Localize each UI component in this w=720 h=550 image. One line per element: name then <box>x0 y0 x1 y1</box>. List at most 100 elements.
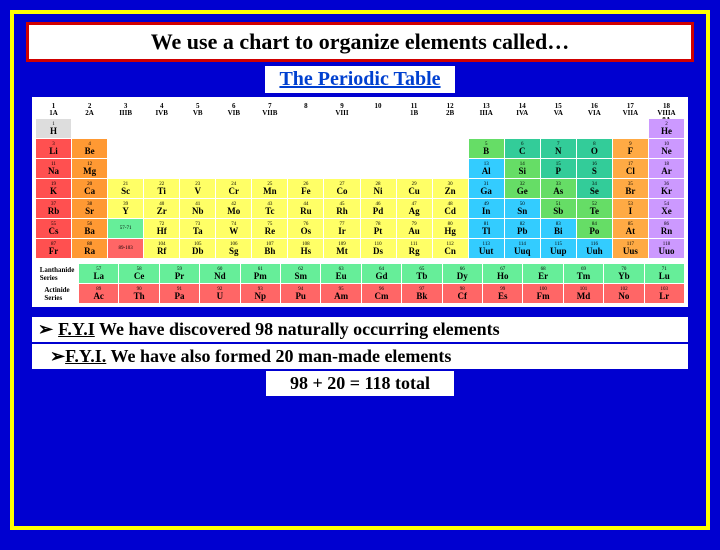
element-cell: 114Uuq <box>505 239 540 258</box>
element-cell: 72Hf <box>144 219 179 238</box>
element-cell: 88Ra <box>72 239 107 258</box>
lanthanide-row: Lanthanide Series57La58Ce59Pr60Nd61Pm62S… <box>36 264 684 283</box>
empty-cell <box>108 139 143 158</box>
element-cell: 78Pt <box>361 219 396 238</box>
element-cell: 89-103 <box>108 239 143 258</box>
empty-cell <box>288 119 323 138</box>
series-label: Lanthanide Series <box>36 264 78 283</box>
element-cell: 68Er <box>523 264 562 283</box>
element-cell: 39Y <box>108 199 143 218</box>
header-box: We use a chart to organize elements call… <box>26 22 694 62</box>
element-cell: 69Tm <box>564 264 603 283</box>
element-cell: 27Co <box>324 179 359 198</box>
element-cell: 44Ru <box>288 199 323 218</box>
group-number: 14 IVA <box>505 103 540 117</box>
footer-text-1: We have discovered 98 naturally occurrin… <box>95 319 500 339</box>
group-number: 9 VIII <box>324 103 359 117</box>
group-number: 7 VIIB <box>252 103 287 117</box>
element-cell: 30Zn <box>433 179 468 198</box>
element-cell: 14Si <box>505 159 540 178</box>
empty-cell <box>324 119 359 138</box>
element-cell: 41Nb <box>180 199 215 218</box>
element-cell: 50Sn <box>505 199 540 218</box>
empty-cell <box>577 119 612 138</box>
series-label: Actinide Series <box>36 284 78 303</box>
element-cell: 10Ne <box>649 139 684 158</box>
element-cell: 83Bi <box>541 219 576 238</box>
empty-cell <box>397 139 432 158</box>
empty-cell <box>180 139 215 158</box>
element-cell: 111Rg <box>397 239 432 258</box>
empty-cell <box>613 119 648 138</box>
element-cell: 11Na <box>36 159 71 178</box>
element-cell: 90Th <box>119 284 158 303</box>
element-cell: 74W <box>216 219 251 238</box>
element-cell: 32Ge <box>505 179 540 198</box>
empty-cell <box>361 159 396 178</box>
element-cell: 115Uup <box>541 239 576 258</box>
element-cell: 57La <box>79 264 118 283</box>
empty-cell <box>288 139 323 158</box>
element-cell: 73Ta <box>180 219 215 238</box>
element-cell: 16S <box>577 159 612 178</box>
element-cell: 91Pa <box>160 284 199 303</box>
header-text: We use a chart to organize elements call… <box>37 29 683 55</box>
empty-cell <box>108 119 143 138</box>
element-cell: 104Rf <box>144 239 179 258</box>
element-cell: 58Ce <box>119 264 158 283</box>
empty-cell <box>108 159 143 178</box>
element-cell: 18Ar <box>649 159 684 178</box>
element-cell: 109Mt <box>324 239 359 258</box>
element-cell: 8O <box>577 139 612 158</box>
group-number: 13 IIIA <box>469 103 504 117</box>
element-cell: 21Sc <box>108 179 143 198</box>
bullet-arrow-icon: ➢ <box>38 319 58 339</box>
element-cell: 42Mo <box>216 199 251 218</box>
total-wrap: 98 + 20 = 118 total <box>32 371 688 396</box>
element-cell: 98Cf <box>443 284 482 303</box>
element-cell: 105Db <box>180 239 215 258</box>
element-cell: 26Fe <box>288 179 323 198</box>
empty-cell <box>324 139 359 158</box>
element-cell: 103Lr <box>645 284 684 303</box>
empty-cell <box>72 119 107 138</box>
group-number: 11 1B <box>397 103 432 117</box>
element-cell: 7N <box>541 139 576 158</box>
element-cell: 1H <box>36 119 71 138</box>
empty-cell <box>541 119 576 138</box>
element-cell: 22Ti <box>144 179 179 198</box>
element-cell: 46Pd <box>361 199 396 218</box>
element-cell: 101Md <box>564 284 603 303</box>
empty-cell <box>180 119 215 138</box>
element-cell: 110Ds <box>361 239 396 258</box>
empty-cell <box>144 159 179 178</box>
element-cell: 107Bh <box>252 239 287 258</box>
element-cell: 52Te <box>577 199 612 218</box>
element-cell: 61Pm <box>241 264 280 283</box>
element-cell: 102No <box>604 284 643 303</box>
group-number: 8 <box>288 103 323 117</box>
element-cell: 35Br <box>613 179 648 198</box>
empty-cell <box>216 139 251 158</box>
element-cell: 70Yb <box>604 264 643 283</box>
element-cell: 20Ca <box>72 179 107 198</box>
slide-content: We use a chart to organize elements call… <box>10 10 710 530</box>
element-cell: 85At <box>613 219 648 238</box>
group-number: 3 IIIB <box>108 103 143 117</box>
element-cell: 48Cd <box>433 199 468 218</box>
element-cell: 89Ac <box>79 284 118 303</box>
group-number: 4 IVB <box>144 103 179 117</box>
element-cell: 33As <box>541 179 576 198</box>
element-cell: 6C <box>505 139 540 158</box>
element-cell: 57-71 <box>108 219 143 238</box>
element-cell: 64Gd <box>362 264 401 283</box>
empty-cell <box>361 119 396 138</box>
element-cell: 29Cu <box>397 179 432 198</box>
empty-cell <box>252 119 287 138</box>
element-cell: 43Tc <box>252 199 287 218</box>
empty-cell <box>216 119 251 138</box>
empty-cell <box>505 119 540 138</box>
group-number: 16 VIA <box>577 103 612 117</box>
element-cell: 82Pb <box>505 219 540 238</box>
element-cell: 62Sm <box>281 264 320 283</box>
